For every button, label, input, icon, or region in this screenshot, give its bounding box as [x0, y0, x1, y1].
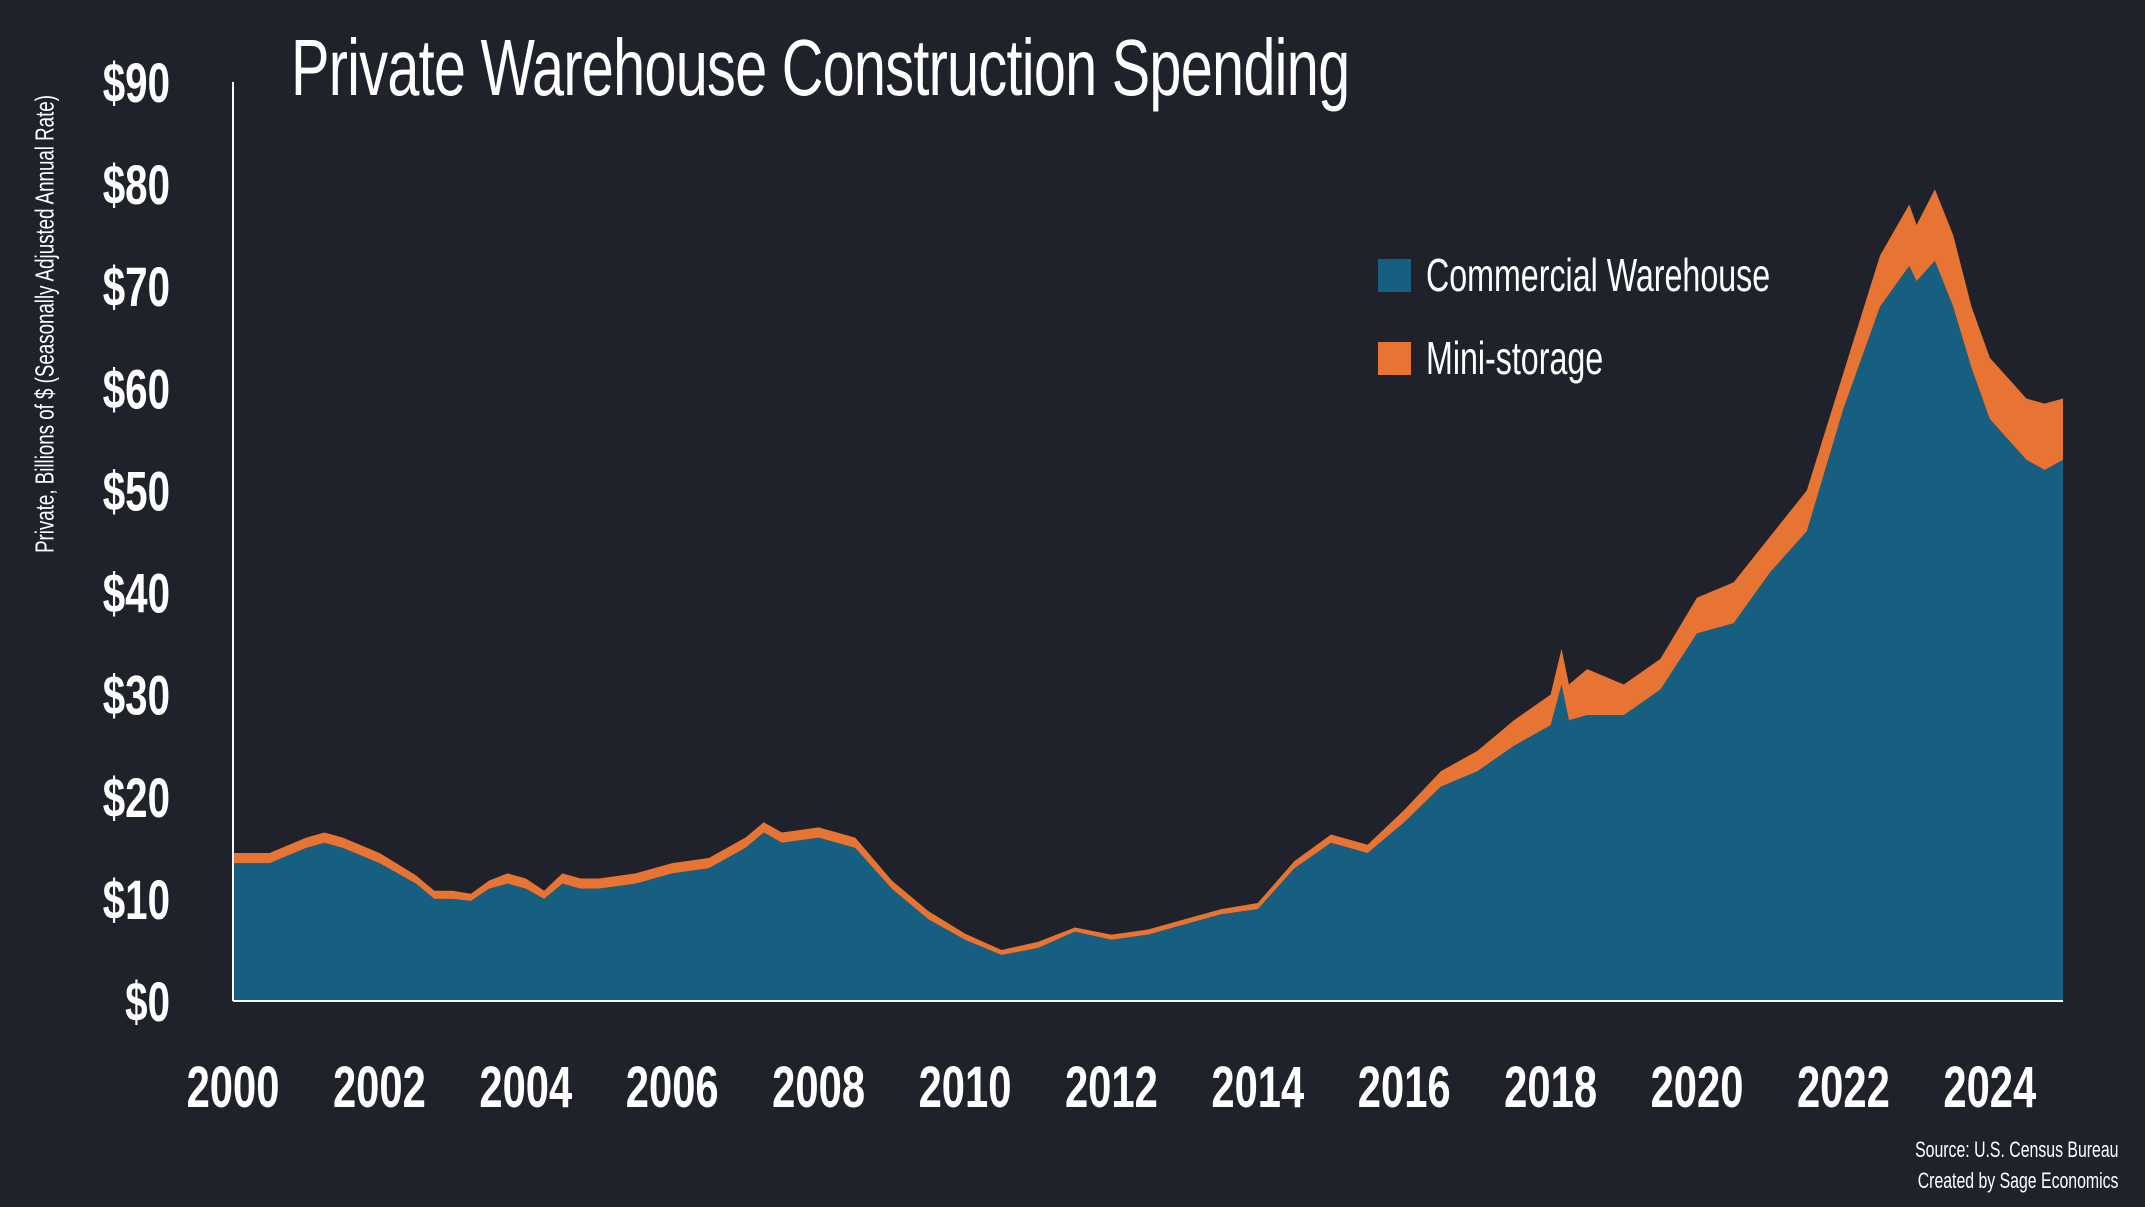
legend-item-commercial: Commercial Warehouse: [1378, 249, 1918, 301]
x-tick-label: 2022: [1797, 1054, 1890, 1119]
x-tick-labels: 2000 2002 2004 2006 2008 2010 2012 2014 2016 2018…: [187, 1054, 2037, 1119]
y-tick-label: $50: [103, 461, 170, 523]
area-layer: [233, 189, 2063, 1001]
legend-item-mini-storage: Mini-storage: [1378, 332, 1918, 384]
x-tick-label: 2002: [333, 1054, 426, 1119]
y-tick-label: $80: [103, 155, 170, 217]
y-tick-label: $70: [103, 257, 170, 319]
y-tick-label: $20: [103, 767, 170, 829]
x-tick-label: 2008: [772, 1054, 865, 1119]
legend-swatch-commercial: [1378, 258, 1411, 292]
x-tick-label: 2016: [1358, 1054, 1451, 1119]
y-tick-label: $60: [103, 359, 170, 421]
source-note: Source: U.S. Census Bureau Created by Sa…: [1836, 1134, 2118, 1196]
area-commercial-warehouse: [233, 260, 2063, 1001]
y-tick-label: $90: [103, 53, 170, 115]
y-tick-label: $40: [103, 563, 170, 625]
credit-text: Created by Sage Economics: [1917, 1168, 2118, 1193]
x-tick-label: 2012: [1065, 1054, 1158, 1119]
legend-label-commercial: Commercial Warehouse: [1426, 249, 1771, 301]
x-tick-label: 2004: [479, 1054, 572, 1119]
x-tick-label: 2020: [1651, 1054, 1744, 1119]
y-tick-labels: $0 $10 $20 $30 $40 $50 $60 $70 $80 $90: [103, 53, 170, 1034]
x-tick-label: 2024: [1943, 1054, 2036, 1119]
source-text: Source: U.S. Census Bureau: [1914, 1137, 2118, 1162]
x-tick-label: 2000: [187, 1054, 280, 1119]
x-tick-label: 2014: [1211, 1054, 1304, 1119]
y-tick-label: $0: [125, 972, 170, 1034]
x-tick-label: 2006: [626, 1054, 719, 1119]
legend: Commercial Warehouse Mini-storage: [1378, 249, 1918, 416]
y-tick-label: $30: [103, 665, 170, 727]
x-tick-label: 2018: [1504, 1054, 1597, 1119]
legend-swatch-mini-storage: [1378, 341, 1411, 375]
legend-label-mini-storage: Mini-storage: [1426, 332, 1604, 384]
x-tick-label: 2010: [919, 1054, 1012, 1119]
chart-title: Private Warehouse Construction Spending: [291, 23, 1350, 112]
y-axis-label: Private, Billions of $ (Seasonally Adjus…: [29, 95, 60, 553]
area-mini-storage: [233, 189, 2063, 956]
y-tick-label: $10: [103, 870, 170, 932]
